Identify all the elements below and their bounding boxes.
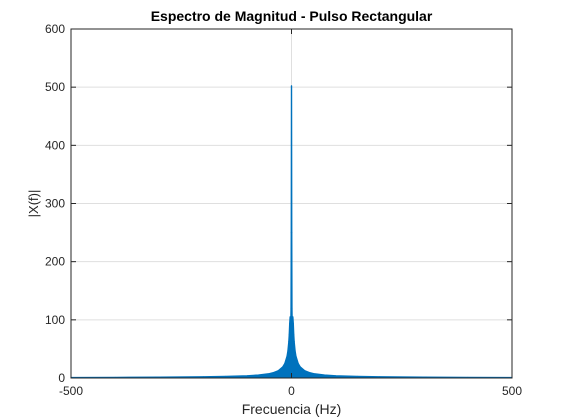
data-point: [246, 375, 248, 377]
data-point: [379, 376, 381, 378]
data-point: [284, 362, 286, 365]
data-point: [288, 341, 290, 343]
data-point: [290, 316, 292, 318]
y-tick-label: 500: [45, 80, 65, 94]
data-point: [282, 366, 284, 368]
data-point: [294, 350, 296, 352]
chart-title: Espectro de Magnitud - Pulso Rectangular: [151, 8, 433, 24]
data-point: [291, 307, 293, 309]
data-point: [277, 370, 279, 372]
data-point: [291, 322, 293, 324]
data-point: [335, 375, 337, 377]
y-tick-label: 100: [45, 313, 65, 327]
data-point: [290, 322, 292, 324]
data-point: [293, 341, 295, 343]
data-point: [224, 375, 226, 378]
x-tick-label: -500: [59, 384, 83, 398]
data-point: [257, 374, 260, 376]
data-series: [70, 85, 513, 379]
data-point: [268, 373, 271, 375]
data-point: [293, 333, 295, 335]
data-point: [323, 374, 326, 376]
data-point: [312, 373, 315, 375]
y-tick-label: 0: [58, 371, 65, 385]
y-tick-label: 300: [45, 197, 65, 211]
data-point: [304, 370, 306, 372]
data-point: [357, 375, 359, 378]
data-point: [295, 355, 297, 357]
data-point: [289, 322, 291, 325]
data-point: [297, 362, 299, 365]
y-axis-label: |X(f)|: [26, 190, 41, 218]
x-axis-label: Frecuencia (Hz): [242, 401, 342, 417]
data-point: [202, 376, 204, 378]
x-tick-label: 500: [502, 384, 522, 398]
data-point: [291, 231, 293, 234]
data-point: [273, 371, 275, 374]
x-tick-label: 0: [288, 384, 295, 398]
y-tick-label: 400: [45, 138, 65, 152]
data-point: [288, 333, 290, 335]
y-tick-label: 200: [45, 255, 65, 269]
data-point: [286, 355, 288, 357]
y-tick-label: 600: [45, 22, 65, 36]
data-point: [290, 307, 292, 309]
data-point: [292, 322, 294, 325]
data-point: [299, 366, 301, 368]
data-point: [308, 371, 310, 374]
data-point: [287, 350, 289, 352]
data-point: [292, 316, 294, 318]
data-point: [290, 85, 293, 87]
